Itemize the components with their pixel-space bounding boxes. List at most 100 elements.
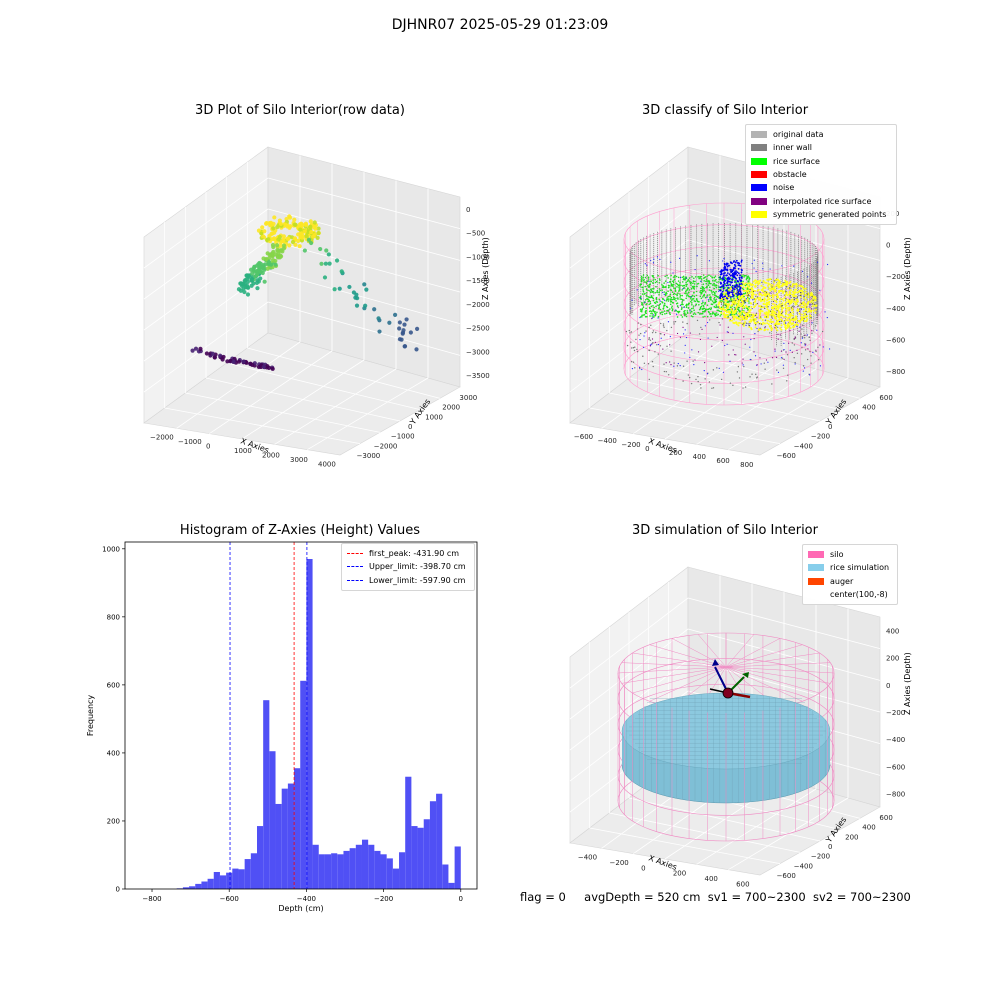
noise-point (726, 331, 728, 333)
x-tick-label: 0 (459, 895, 463, 903)
wall-point (666, 345, 668, 348)
histogram-legend: first_peak: -431.90 cm Upper_limit: -398.… (341, 543, 475, 591)
generated-point (722, 307, 725, 310)
generated-point (745, 286, 748, 289)
rice-surface-point (665, 286, 667, 288)
auger-center-marker (722, 687, 734, 699)
interpolated-point (676, 332, 679, 335)
noise-point (722, 278, 725, 280)
wall-point (628, 329, 630, 332)
generated-point (731, 298, 734, 301)
generated-point-marker (756, 321, 758, 323)
wall-point (811, 332, 813, 335)
scatter-point (402, 344, 407, 349)
wall-point (648, 326, 650, 329)
rice-surface-point (640, 298, 642, 300)
generated-point (763, 322, 766, 325)
noise-point (799, 326, 801, 328)
wall-point (808, 336, 811, 338)
wall-point (806, 358, 809, 361)
rice-surface-point (661, 298, 664, 300)
rice-surface-point (692, 307, 695, 309)
generated-point (807, 296, 810, 299)
generated-point (774, 294, 777, 297)
noise-point (629, 307, 632, 309)
rice-surface-point (713, 305, 716, 308)
noise-point (739, 264, 742, 267)
wall-point (810, 355, 812, 357)
rice-surface-point (700, 297, 703, 300)
y-tick-label: 400 (107, 749, 120, 757)
rice-surface-point (704, 302, 707, 304)
generated-point-marker (733, 303, 735, 305)
generated-point (775, 284, 778, 287)
noise-point (672, 272, 674, 274)
generated-point (804, 293, 807, 296)
generated-point (728, 319, 731, 322)
noise-point (735, 270, 737, 272)
histogram-title: Histogram of Z-Axies (Height) Values (179, 523, 421, 538)
wall-point (636, 350, 639, 353)
classify-legend: original data inner wall rice surface obsta… (745, 124, 897, 226)
generated-point (784, 319, 787, 322)
noise-point (732, 274, 735, 277)
wall-point (655, 331, 657, 334)
noise-point (756, 327, 758, 330)
generated-point (774, 322, 777, 325)
rice-surface-point (708, 289, 711, 291)
legend-entry: obstacle (751, 168, 891, 181)
noise-point (722, 286, 725, 288)
generated-point (796, 291, 799, 294)
generated-point (771, 309, 774, 312)
rice-surface-point (703, 289, 705, 292)
noise-point (729, 314, 731, 316)
histogram-bar (355, 844, 362, 889)
rice-surface-point (701, 286, 704, 289)
generated-point (763, 299, 766, 302)
generated-point (807, 300, 810, 303)
rice-surface-point (681, 298, 684, 301)
wall-point (633, 349, 636, 352)
noise-point (702, 300, 704, 302)
generated-point (801, 286, 804, 289)
wall-point (686, 322, 688, 325)
legend-swatch (808, 551, 824, 559)
interpolated-point (753, 351, 755, 353)
rice-surface-point (641, 310, 643, 313)
noise-point (737, 298, 739, 300)
generated-point (770, 329, 773, 332)
histogram-bar (337, 854, 344, 889)
rice-surface-point (677, 276, 680, 279)
rice-surface-point (645, 303, 647, 306)
noise-point (729, 360, 731, 362)
wall-point (636, 328, 639, 330)
generated-point (768, 287, 771, 290)
y-tick-label: 600 (107, 681, 120, 689)
noise-point (703, 370, 705, 372)
noise-point (741, 269, 743, 272)
noise-point (738, 278, 741, 281)
histogram-bar (257, 826, 264, 889)
rice-surface-point (655, 305, 657, 308)
generated-point (788, 303, 791, 306)
legend-swatch (751, 184, 767, 192)
legend-entry: first_peak: -431.90 cm (347, 547, 469, 560)
generated-point-marker (780, 320, 782, 322)
noise-point (730, 291, 733, 294)
rice-surface-point (661, 289, 663, 291)
interpolated-point (785, 351, 787, 353)
scatter-point (292, 217, 297, 222)
wall-point (764, 368, 766, 370)
x-tick-label: 0 (206, 442, 210, 450)
rice-surface-point (651, 291, 654, 293)
flag-value: flag = 0 (520, 890, 566, 904)
noise-point (731, 272, 734, 275)
rice-surface-point (748, 298, 751, 300)
rice-surface-point (686, 280, 689, 282)
wall-point (652, 341, 654, 344)
figure-title: DJHNR07 2025-05-29 01:23:09 (391, 17, 609, 33)
rice-surface-point (697, 275, 700, 278)
generated-point (790, 301, 793, 304)
scatter-point (339, 269, 344, 274)
generated-point-marker (747, 294, 750, 296)
